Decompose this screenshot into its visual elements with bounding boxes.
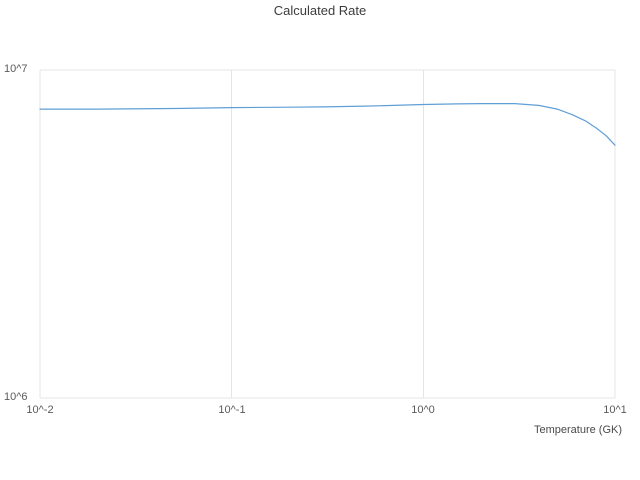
gridlines: [39, 69, 616, 399]
x-tick-label-1e0: 10^0: [411, 404, 435, 416]
x-axis-label: Temperature (GK): [533, 424, 622, 436]
y-tick-label-1e7: 10^7: [4, 63, 28, 75]
y-tick-label-1e6: 10^6: [4, 391, 28, 403]
rate-series-line: [39, 103, 616, 146]
x-tick-label-1e1: 10^1: [603, 404, 627, 416]
chart-title: Calculated Rate: [273, 3, 367, 18]
x-tick-label-1e-2: 10^-2: [26, 404, 54, 416]
x-tick-label-1e-1: 10^-1: [218, 404, 246, 416]
